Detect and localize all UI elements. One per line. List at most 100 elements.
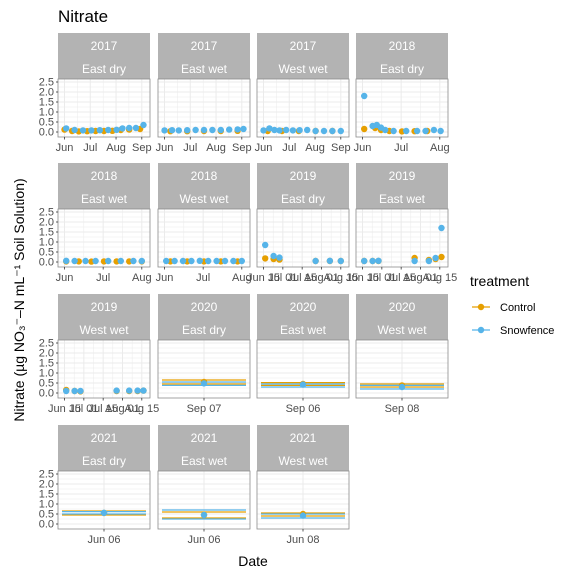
facet-strip [257, 294, 349, 340]
data-point [262, 241, 269, 249]
panel-border [256, 208, 350, 268]
facet-year-label: 2019 [290, 169, 317, 183]
facet-site-label: West wet [278, 62, 328, 76]
x-tick-label: Jun [156, 272, 174, 284]
facet-strip [257, 33, 349, 79]
facet-year-label: 2017 [290, 39, 317, 53]
facet-site-label: West wet [377, 323, 427, 337]
x-tick-label: Aug 15 [422, 272, 457, 284]
facet-site-label: East wet [379, 192, 426, 206]
y-tick-label: 0.0 [39, 127, 54, 139]
data-point [205, 257, 212, 265]
data-point [438, 253, 445, 261]
x-tick-label: Jun [156, 142, 174, 154]
y-tick-label: 2.0 [39, 87, 54, 99]
facet-site-label: West wet [278, 454, 328, 468]
facet-site-label: East dry [281, 192, 325, 206]
facet-year-label: 2018 [389, 39, 416, 53]
x-tick-label: Aug 01 [105, 403, 140, 415]
data-point [179, 257, 187, 265]
facet-year-label: 2018 [191, 169, 218, 183]
facet-year-label: 2021 [290, 431, 317, 445]
data-point [171, 257, 178, 265]
panel-background [58, 209, 150, 267]
y-tick-label: 2.0 [39, 348, 54, 360]
facet-site-label: East wet [280, 323, 327, 337]
facet-strip [58, 163, 150, 209]
data-point [422, 127, 429, 135]
facet-year-label: 2019 [389, 169, 416, 183]
legend-key-point [477, 303, 485, 311]
x-tick-label: Aug [232, 272, 252, 284]
data-point [168, 127, 176, 134]
facet-strip [158, 163, 250, 209]
data-point [71, 257, 78, 265]
y-tick-label: 1.5 [39, 97, 54, 109]
legend-label: Control [500, 302, 535, 314]
x-tick-label: Jun [255, 142, 273, 154]
data-point [430, 126, 438, 134]
x-tick-label: Jun 15 [346, 272, 379, 284]
data-point [134, 387, 141, 394]
facet-site-label: East dry [82, 454, 126, 468]
data-point [77, 387, 84, 395]
panel-border [355, 78, 449, 138]
data-point [200, 126, 208, 134]
x-tick-label: Jun [56, 272, 74, 284]
data-point [119, 125, 126, 132]
data-point [130, 257, 137, 265]
data-point [262, 255, 269, 262]
panel-border [355, 208, 449, 268]
x-tick-label: Jun 08 [286, 534, 319, 546]
facet-strip [158, 33, 250, 79]
y-tick-label: 0.5 [39, 117, 54, 129]
data-point [432, 254, 439, 262]
data-point [270, 252, 277, 260]
data-point [71, 126, 78, 134]
facet-site-label: East wet [81, 192, 128, 206]
data-point [361, 125, 368, 133]
y-tick-label: 2.0 [39, 479, 54, 491]
facet-site-label: East dry [82, 62, 126, 76]
x-tick-label: Sep [331, 142, 351, 154]
x-tick-label: Jun 15 [48, 403, 81, 415]
data-point [92, 257, 99, 265]
data-point [238, 257, 245, 265]
x-tick-label: Sep 08 [385, 403, 420, 415]
facet-year-label: 2021 [91, 431, 118, 445]
x-tick-label: Aug 01 [403, 272, 438, 284]
data-point [126, 124, 133, 132]
facet-strip [58, 425, 150, 471]
y-tick-label: 0.5 [39, 378, 54, 390]
data-point [234, 126, 241, 133]
data-point [312, 127, 319, 135]
data-point [361, 257, 368, 265]
x-tick-label: Aug [206, 142, 226, 154]
x-tick-label: Sep [232, 142, 252, 154]
panel-border [57, 78, 151, 138]
y-tick-label: 1.5 [39, 358, 54, 370]
legend-key-point [477, 326, 485, 334]
panel-background [158, 209, 250, 267]
facet-year-label: 2017 [91, 39, 118, 53]
x-tick-label: Jul 01 [367, 272, 396, 284]
facet-strip [58, 33, 150, 79]
data-point [62, 125, 70, 132]
panel-border [157, 78, 251, 138]
facet-year-label: 2019 [91, 300, 118, 314]
facet-site-label: East wet [181, 62, 228, 76]
data-point [113, 126, 120, 133]
data-point [161, 127, 168, 134]
facet-strip [356, 163, 448, 209]
legend-label: Snowfence [500, 325, 554, 337]
y-tick-label: 0.5 [39, 509, 54, 521]
data-point [329, 127, 336, 135]
y-tick-label: 0.0 [39, 388, 54, 400]
data-point [62, 387, 70, 395]
data-point [438, 224, 445, 232]
facet-year-label: 2017 [191, 39, 218, 53]
data-point [304, 126, 311, 134]
x-tick-label: Jul [282, 142, 296, 154]
data-point [337, 127, 344, 135]
